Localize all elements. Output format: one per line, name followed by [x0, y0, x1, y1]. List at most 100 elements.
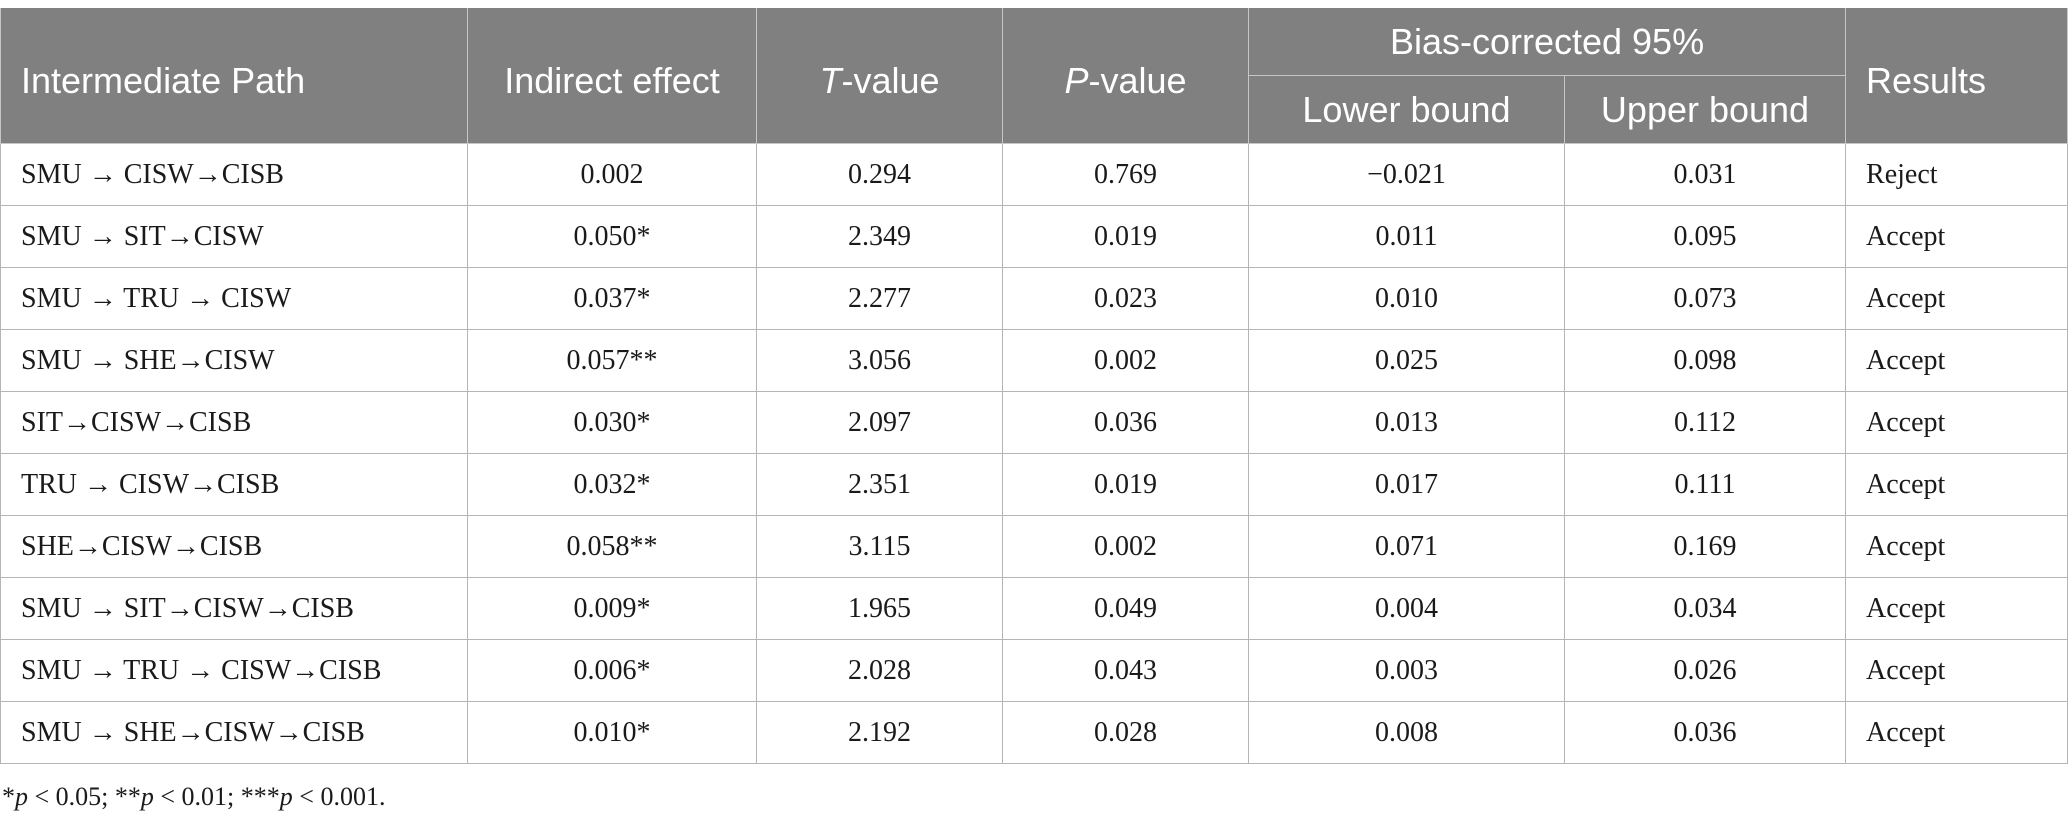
header-p-value: P-value [1002, 8, 1249, 144]
cell-upper: 0.169 [1563, 515, 1847, 578]
cell-p: 0.028 [1002, 701, 1249, 764]
cell-result: Accept [1845, 391, 2068, 454]
cell-lower: 0.017 [1248, 453, 1565, 516]
cell-indirect: 0.030* [467, 391, 757, 454]
cell-path: SHE→CISW→CISB [0, 515, 468, 578]
cell-p: 0.019 [1002, 453, 1249, 516]
table-row: SMU → CISW→CISB 0.002 0.294 0.769 −0.021… [0, 143, 2068, 206]
header-t-value: T-value [756, 8, 1003, 144]
cell-indirect: 0.057** [467, 329, 757, 392]
table-row: SMU → TRU → CISW 0.037* 2.277 0.023 0.01… [0, 267, 2068, 330]
cell-result: Reject [1845, 143, 2068, 206]
header-bias-corrected: Bias-corrected 95% [1247, 8, 1847, 76]
significance-footnote: *p < 0.05; **p < 0.01; ***p < 0.001. [2, 782, 385, 812]
cell-upper: 0.036 [1563, 701, 1847, 764]
cell-lower: 0.011 [1248, 205, 1565, 268]
cell-t: 2.097 [756, 391, 1003, 454]
table-row: SMU → TRU → CISW→CISB 0.006* 2.028 0.043… [0, 639, 2068, 702]
cell-t: 3.115 [756, 515, 1003, 578]
cell-indirect: 0.010* [467, 701, 757, 764]
cell-path: SMU → SHE→CISW→CISB [0, 701, 468, 764]
table-body: SMU → CISW→CISB 0.002 0.294 0.769 −0.021… [0, 143, 2068, 764]
footnote-star: * [2, 782, 15, 811]
footnote-p: p [15, 782, 28, 811]
t-symbol: T [819, 59, 842, 101]
cell-lower: 0.013 [1248, 391, 1565, 454]
p-suffix: -value [1088, 59, 1187, 101]
footnote-text: < 0.001. [292, 782, 386, 811]
footnote-text: < 0.05; ** [28, 782, 141, 811]
cell-p: 0.049 [1002, 577, 1249, 640]
header-indirect-effect: Indirect effect [467, 8, 757, 144]
table-row: SMU → SIT→CISW→CISB 0.009* 1.965 0.049 0… [0, 577, 2068, 640]
cell-path: SMU → TRU → CISW [0, 267, 468, 330]
cell-indirect: 0.050* [467, 205, 757, 268]
cell-p: 0.002 [1002, 515, 1249, 578]
cell-p: 0.769 [1002, 143, 1249, 206]
cell-indirect: 0.009* [467, 577, 757, 640]
cell-upper: 0.026 [1563, 639, 1847, 702]
p-symbol: P [1064, 59, 1089, 101]
cell-path: TRU → CISW→CISB [0, 453, 468, 516]
cell-result: Accept [1845, 205, 2068, 268]
results-table: Intermediate Path Indirect effect T-valu… [0, 8, 2068, 764]
cell-lower: 0.004 [1248, 577, 1565, 640]
header-results: Results [1845, 8, 2068, 144]
table-row: SMU → SHE→CISW→CISB 0.010* 2.192 0.028 0… [0, 701, 2068, 764]
cell-path: SMU → CISW→CISB [0, 143, 468, 206]
cell-upper: 0.111 [1563, 453, 1847, 516]
cell-t: 2.192 [756, 701, 1003, 764]
table-header: Intermediate Path Indirect effect T-valu… [0, 8, 2068, 144]
cell-lower: 0.008 [1248, 701, 1565, 764]
cell-path: SMU → TRU → CISW→CISB [0, 639, 468, 702]
cell-indirect: 0.058** [467, 515, 757, 578]
cell-p: 0.036 [1002, 391, 1249, 454]
cell-t: 3.056 [756, 329, 1003, 392]
header-intermediate-path: Intermediate Path [0, 8, 468, 144]
cell-lower: 0.025 [1248, 329, 1565, 392]
cell-upper: 0.095 [1563, 205, 1847, 268]
cell-t: 1.965 [756, 577, 1003, 640]
t-suffix: -value [841, 59, 940, 101]
footnote-text: < 0.01; *** [153, 782, 280, 811]
cell-indirect: 0.002 [467, 143, 757, 206]
table-row: SMU → SIT→CISW 0.050* 2.349 0.019 0.011 … [0, 205, 2068, 268]
cell-p: 0.043 [1002, 639, 1249, 702]
cell-upper: 0.098 [1563, 329, 1847, 392]
cell-upper: 0.112 [1563, 391, 1847, 454]
cell-lower: 0.003 [1248, 639, 1565, 702]
table-row: SHE→CISW→CISB 0.058** 3.115 0.002 0.071 … [0, 515, 2068, 578]
cell-path: SIT→CISW→CISB [0, 391, 468, 454]
cell-path: SMU → SHE→CISW [0, 329, 468, 392]
cell-result: Accept [1845, 639, 2068, 702]
header-upper-bound: Upper bound [1563, 75, 1847, 144]
cell-result: Accept [1845, 701, 2068, 764]
cell-result: Accept [1845, 577, 2068, 640]
footnote-p: p [140, 782, 154, 811]
cell-result: Accept [1845, 453, 2068, 516]
cell-p: 0.002 [1002, 329, 1249, 392]
table-row: SMU → SHE→CISW 0.057** 3.056 0.002 0.025… [0, 329, 2068, 392]
cell-indirect: 0.037* [467, 267, 757, 330]
header-lower-bound: Lower bound [1248, 75, 1565, 144]
cell-indirect: 0.006* [467, 639, 757, 702]
cell-path: SMU → SIT→CISW [0, 205, 468, 268]
cell-lower: −0.021 [1248, 143, 1565, 206]
table-row: TRU → CISW→CISB 0.032* 2.351 0.019 0.017… [0, 453, 2068, 516]
cell-lower: 0.010 [1248, 267, 1565, 330]
cell-t: 2.277 [756, 267, 1003, 330]
cell-result: Accept [1845, 329, 2068, 392]
table-row: SIT→CISW→CISB 0.030* 2.097 0.036 0.013 0… [0, 391, 2068, 454]
cell-t: 2.028 [756, 639, 1003, 702]
cell-upper: 0.031 [1563, 143, 1847, 206]
cell-t: 0.294 [756, 143, 1003, 206]
cell-result: Accept [1845, 515, 2068, 578]
cell-upper: 0.034 [1563, 577, 1847, 640]
cell-lower: 0.071 [1248, 515, 1565, 578]
cell-indirect: 0.032* [467, 453, 757, 516]
cell-p: 0.023 [1002, 267, 1249, 330]
cell-result: Accept [1845, 267, 2068, 330]
cell-upper: 0.073 [1563, 267, 1847, 330]
cell-t: 2.349 [756, 205, 1003, 268]
cell-t: 2.351 [756, 453, 1003, 516]
